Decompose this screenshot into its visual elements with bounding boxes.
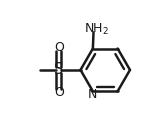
Text: N: N	[88, 88, 97, 101]
Text: S: S	[54, 62, 64, 77]
Text: NH$_2$: NH$_2$	[84, 22, 109, 37]
Text: O: O	[54, 40, 64, 54]
Text: O: O	[54, 86, 64, 99]
